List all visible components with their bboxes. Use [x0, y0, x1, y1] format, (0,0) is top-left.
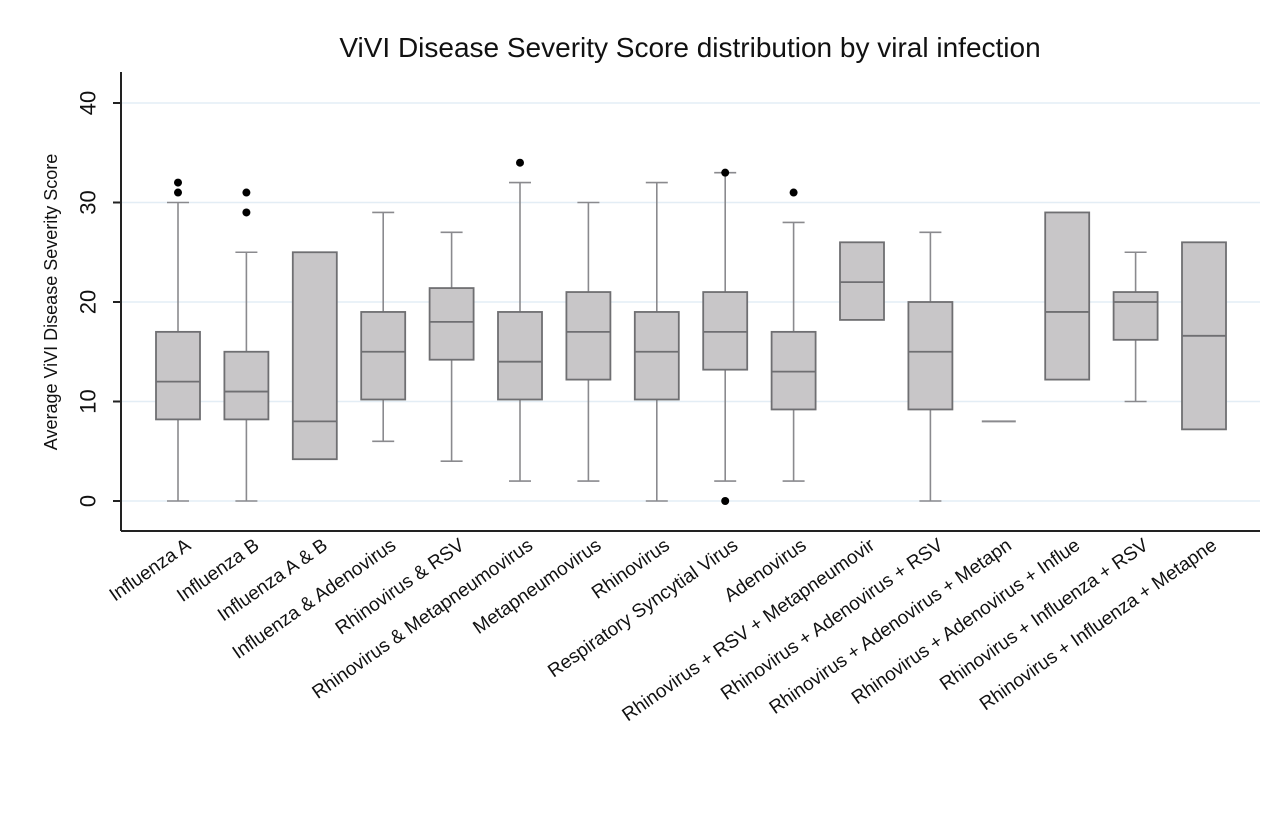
box-series	[155, 158, 1227, 505]
outlier-point	[516, 158, 524, 167]
y-axis-label: Average ViVI Disease Severity Score	[41, 154, 61, 450]
box-group	[360, 211, 407, 443]
box-iqr	[223, 350, 270, 421]
box-iqr	[1112, 291, 1159, 341]
box-group	[155, 178, 201, 502]
box-iqr	[291, 251, 338, 461]
box-iqr	[839, 241, 885, 321]
box-group	[839, 241, 885, 321]
box-iqr	[428, 287, 475, 361]
y-tick-label: 0	[76, 495, 101, 507]
box-iqr	[497, 311, 543, 401]
box-iqr	[770, 330, 817, 411]
outlier-point	[721, 497, 730, 505]
y-tick-label: 40	[76, 91, 101, 115]
outlier-point	[242, 208, 251, 217]
outlier-point	[174, 178, 182, 187]
x-tick-label: Metapneumovirus	[470, 535, 606, 639]
box-group	[1112, 251, 1159, 403]
outlier-point	[174, 188, 182, 197]
box-group	[1044, 211, 1091, 381]
outlier-point	[242, 188, 251, 197]
box-iqr	[565, 291, 612, 381]
box-group	[1181, 241, 1227, 431]
box-iqr	[1044, 211, 1091, 381]
y-tick-label: 20	[76, 290, 101, 314]
box-group	[770, 188, 817, 482]
box-iqr	[633, 311, 680, 401]
box-group	[633, 181, 680, 502]
box-iqr	[155, 330, 201, 421]
box-group	[223, 188, 270, 502]
y-ticks: 0 10 20 30 40	[76, 91, 121, 507]
box-iqr	[360, 311, 407, 401]
y-tick-label: 30	[76, 190, 101, 214]
chart-title: ViVI Disease Severity Score distribution…	[339, 32, 1040, 63]
box-group	[428, 231, 475, 463]
box-iqr	[702, 291, 749, 371]
box-group	[565, 201, 612, 482]
outlier-point	[789, 188, 798, 197]
box-iqr	[907, 301, 954, 411]
y-tick-label: 10	[76, 389, 101, 413]
box-group	[702, 168, 749, 505]
box-group	[907, 231, 954, 502]
outlier-point	[721, 168, 730, 177]
box-group	[291, 251, 338, 461]
box-group	[497, 158, 543, 482]
